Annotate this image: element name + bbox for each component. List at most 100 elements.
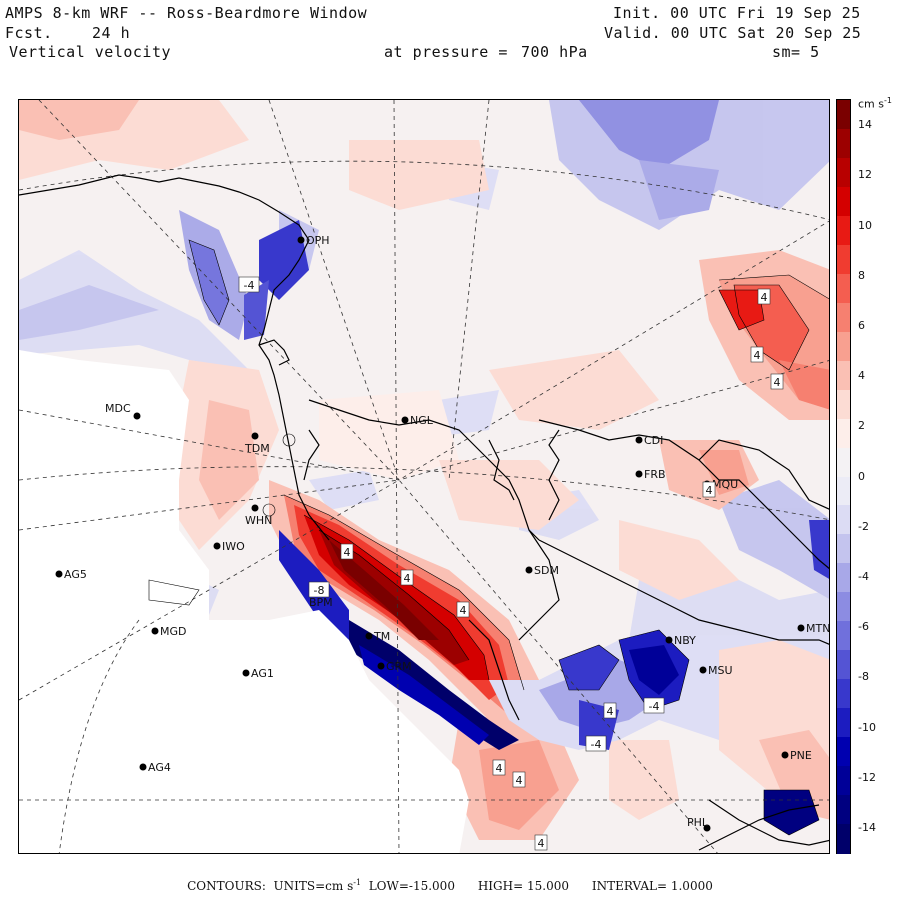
colorbar-tick-label: 12 xyxy=(858,168,872,182)
colorbar-units: cm s-1 xyxy=(858,96,892,111)
station-label-whn: WHN xyxy=(245,514,272,527)
low-label: LOW= xyxy=(368,879,409,893)
colorbar-tick-label: -2 xyxy=(858,519,869,533)
colorbar-tick-label: -8 xyxy=(858,670,869,684)
pressure-value: 700 hPa xyxy=(521,43,588,61)
colorbar-segment xyxy=(837,447,850,478)
station-dot-ag5 xyxy=(55,570,63,578)
station-dot-oph xyxy=(297,236,305,244)
station-label-bpm: BPM xyxy=(309,596,333,609)
station-label-msu: MSU xyxy=(708,664,733,677)
contour-label-text: 4 xyxy=(538,837,545,850)
contour-label-text: 4 xyxy=(774,376,781,389)
coastlines xyxy=(19,174,829,851)
forecast-label: Fcst. xyxy=(5,24,53,42)
forecast-hour: 24 h xyxy=(92,24,131,42)
contour-label-text: 4 xyxy=(754,349,761,362)
contour-label-box xyxy=(340,543,354,560)
colorbar xyxy=(836,99,851,854)
station-label-sdm: SDM xyxy=(534,564,559,577)
contour-label-text: 4 xyxy=(460,604,467,617)
station-dot-msu xyxy=(699,666,707,674)
station-label-tm: TM xyxy=(373,630,390,643)
station-dot-sdm xyxy=(525,566,533,574)
colorbar-tick-label: -14 xyxy=(858,820,876,834)
contour-label-box xyxy=(456,601,470,618)
station-label-grm: GRM xyxy=(386,660,412,673)
colorbar-segment xyxy=(837,244,850,275)
station-dot-pne xyxy=(781,751,789,759)
contour-label-box xyxy=(643,697,665,714)
interval-label: INTERVAL= xyxy=(591,879,668,893)
contour-label-text: -4 xyxy=(649,700,660,713)
station-dot-nby xyxy=(665,636,673,644)
station-label-ag1: AG1 xyxy=(251,667,274,680)
contour-label-text: 4 xyxy=(761,291,768,304)
colorbar-segment xyxy=(837,795,850,826)
station-label-tdm: TDM xyxy=(244,442,270,455)
station-dot-mgd xyxy=(151,627,159,635)
station-dot-ag4 xyxy=(139,763,147,771)
map-title: AMPS 8-km WRF -- Ross-Beardmore Window xyxy=(5,4,368,22)
colorbar-segment xyxy=(837,302,850,333)
colorbar-tick-label: -6 xyxy=(858,620,869,634)
contour-label-box xyxy=(512,771,526,788)
station-dot-iwo xyxy=(213,542,221,550)
station-label-ag5: AG5 xyxy=(64,568,87,581)
contour-label-box xyxy=(603,702,617,719)
station-label-mgd: MGD xyxy=(160,625,187,638)
station-label-ngl: NGL xyxy=(410,414,434,427)
contours-label: CONTOURS: xyxy=(187,879,266,893)
colorbar-tick-label: -12 xyxy=(858,770,876,784)
graticule xyxy=(19,100,829,853)
colorbar-segment xyxy=(837,186,850,217)
colorbar-segment xyxy=(837,476,850,507)
colorbar-segment xyxy=(837,534,850,565)
colorbar-segment xyxy=(837,679,850,710)
contour-label-box xyxy=(238,276,260,293)
contour-legend-footer: CONTOURS: UNITS=cm s-1 LOW=-15.000 HIGH=… xyxy=(187,878,713,893)
colorbar-tick-label: -4 xyxy=(858,569,869,583)
contour-label-text: -4 xyxy=(591,738,602,751)
station-dot-ag1 xyxy=(242,669,250,677)
station-label-mdc: MDC xyxy=(105,402,131,415)
colorbar-segment xyxy=(837,418,850,449)
contour-label-box xyxy=(400,569,414,586)
contour-label-text: 4 xyxy=(344,546,351,559)
contour-label-text: 4 xyxy=(607,705,614,718)
station-label-pne: PNE xyxy=(790,749,812,762)
station-label-mtn: MTN xyxy=(806,622,830,635)
contour-label-text: 4 xyxy=(404,572,411,585)
station-dot-tdm xyxy=(251,432,259,440)
colorbar-segment xyxy=(837,824,850,854)
colorbar-segment xyxy=(837,273,850,304)
station-label-mqu: MQU xyxy=(712,478,738,491)
contour-label-text: 4 xyxy=(496,762,503,775)
station-label-iwo: IWO xyxy=(222,540,245,553)
colorbar-tick-label: 0 xyxy=(858,469,865,483)
station-dot-phl xyxy=(703,824,711,832)
map-panel[interactable]: OPH MDC NGL TDM WHN IWO AG5 SDM BPM MGD TM GRM AG1 AG… xyxy=(18,99,830,854)
contour-label-box xyxy=(757,288,771,305)
colorbar-segment xyxy=(837,505,850,536)
colorbar-tick-label: 8 xyxy=(858,268,865,282)
contour-label-box xyxy=(534,834,548,851)
station-dot-mtn xyxy=(797,624,805,632)
colorbar-segment xyxy=(837,592,850,623)
colorbar-segment xyxy=(837,100,850,130)
colorbar-segment xyxy=(837,766,850,797)
colorbar-segment xyxy=(837,389,850,420)
station-label-cdi: CDI xyxy=(644,434,663,447)
contour-label-box xyxy=(585,735,607,752)
station-label-frb: FRB xyxy=(644,468,666,481)
station-dot-tm xyxy=(365,632,373,640)
valid-time: Valid. 00 UTC Sat 20 Sep 25 xyxy=(604,24,862,42)
colorbar-segment xyxy=(837,563,850,594)
contour-label-box xyxy=(770,373,784,390)
pressure-label: at pressure = xyxy=(384,43,508,61)
station-label-ag4: AG4 xyxy=(148,761,171,774)
contour-label-box xyxy=(750,346,764,363)
